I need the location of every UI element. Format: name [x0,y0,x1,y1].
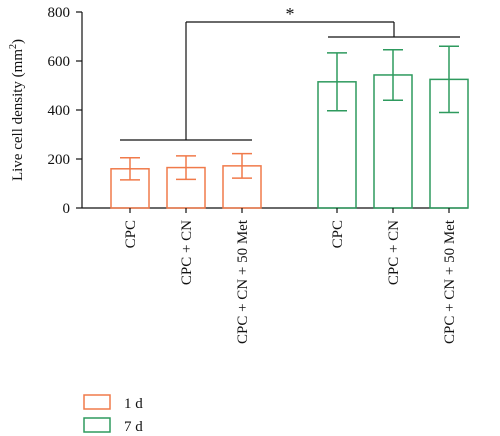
y-tick-label: 200 [48,152,71,168]
significance-star: * [286,4,295,24]
y-ticks: 0 200 400 600 800 [48,5,82,217]
legend-swatch [83,394,111,410]
y-tick-label: 0 [63,201,71,217]
y-tick-label: 800 [48,5,71,21]
category-label: CPC + CN + 50 Met [442,219,458,344]
legend-swatch [83,417,111,433]
category-label: CPC + CN [386,220,402,285]
legend: 1 d7 d [83,394,143,435]
category-label: CPC [330,220,346,248]
category-labels: CPC CPC + CN CPC + CN + 50 Met CPC CPC + CN C… [123,208,458,344]
significance-brackets: * [120,4,460,141]
y-axis-label: Live cell density (mm2) [8,39,26,181]
legend-label: 7 d [124,419,143,435]
legend-label: 1 d [124,396,143,412]
category-label: CPC [123,220,139,248]
category-label: CPC + CN + 50 Met [235,219,251,344]
y-axis-label-superscript: 2 [8,44,19,49]
y-tick-label: 400 [48,103,71,119]
category-label: CPC + CN [179,220,195,285]
y-tick-label: 600 [48,54,71,70]
bars [110,45,469,209]
